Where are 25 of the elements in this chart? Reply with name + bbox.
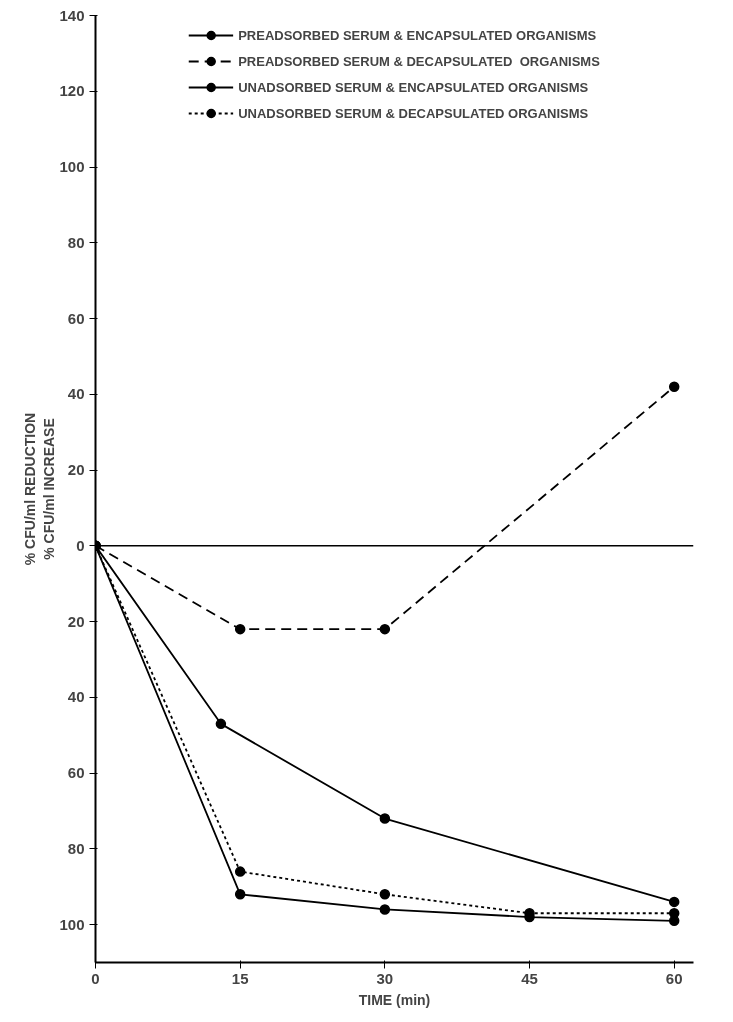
y-tick-label: 40 [67, 385, 85, 403]
x-tick-label: 45 [521, 969, 538, 987]
y-tick-label: 60 [67, 309, 85, 327]
legend-label: PREADSORBED SERUM & ENCAPSULATED ORGANISMS [238, 27, 597, 43]
y-tick-label: 100 [59, 915, 85, 933]
x-tick-label: 60 [665, 969, 683, 987]
y-tick-label: 0 [76, 536, 85, 554]
y-tick-label: 40 [67, 688, 85, 706]
y-tick-label: 20 [67, 612, 85, 630]
y-tick-label: 100 [59, 158, 85, 176]
y-tick-label: 140 [59, 6, 85, 24]
x-tick-label: 0 [91, 969, 100, 987]
text: % CFU/ml REDUCTION [21, 412, 38, 566]
x-axis-title: TIME (min) [358, 991, 431, 1008]
y-tick-label: 20 [67, 461, 85, 479]
y-tick-label: 120 [59, 82, 85, 100]
legend-label: UNADSORBED SERUM & ENCAPSULATED ORGANISMS [238, 79, 589, 95]
x-tick-label: 30 [376, 969, 394, 987]
x-tick-label: 15 [231, 969, 249, 987]
y-axis-title: % CFU/ml INCREASE [40, 418, 57, 560]
y-tick-label: 80 [67, 839, 85, 857]
legend-label: PREADSORBED SERUM & DECAPSULATED ORGANISMS [238, 53, 600, 69]
y-tick-label: 60 [67, 764, 85, 782]
legend-label: UNADSORBED SERUM & DECAPSULATED ORGANISMS [238, 105, 589, 121]
y-tick-label: 80 [67, 233, 85, 251]
